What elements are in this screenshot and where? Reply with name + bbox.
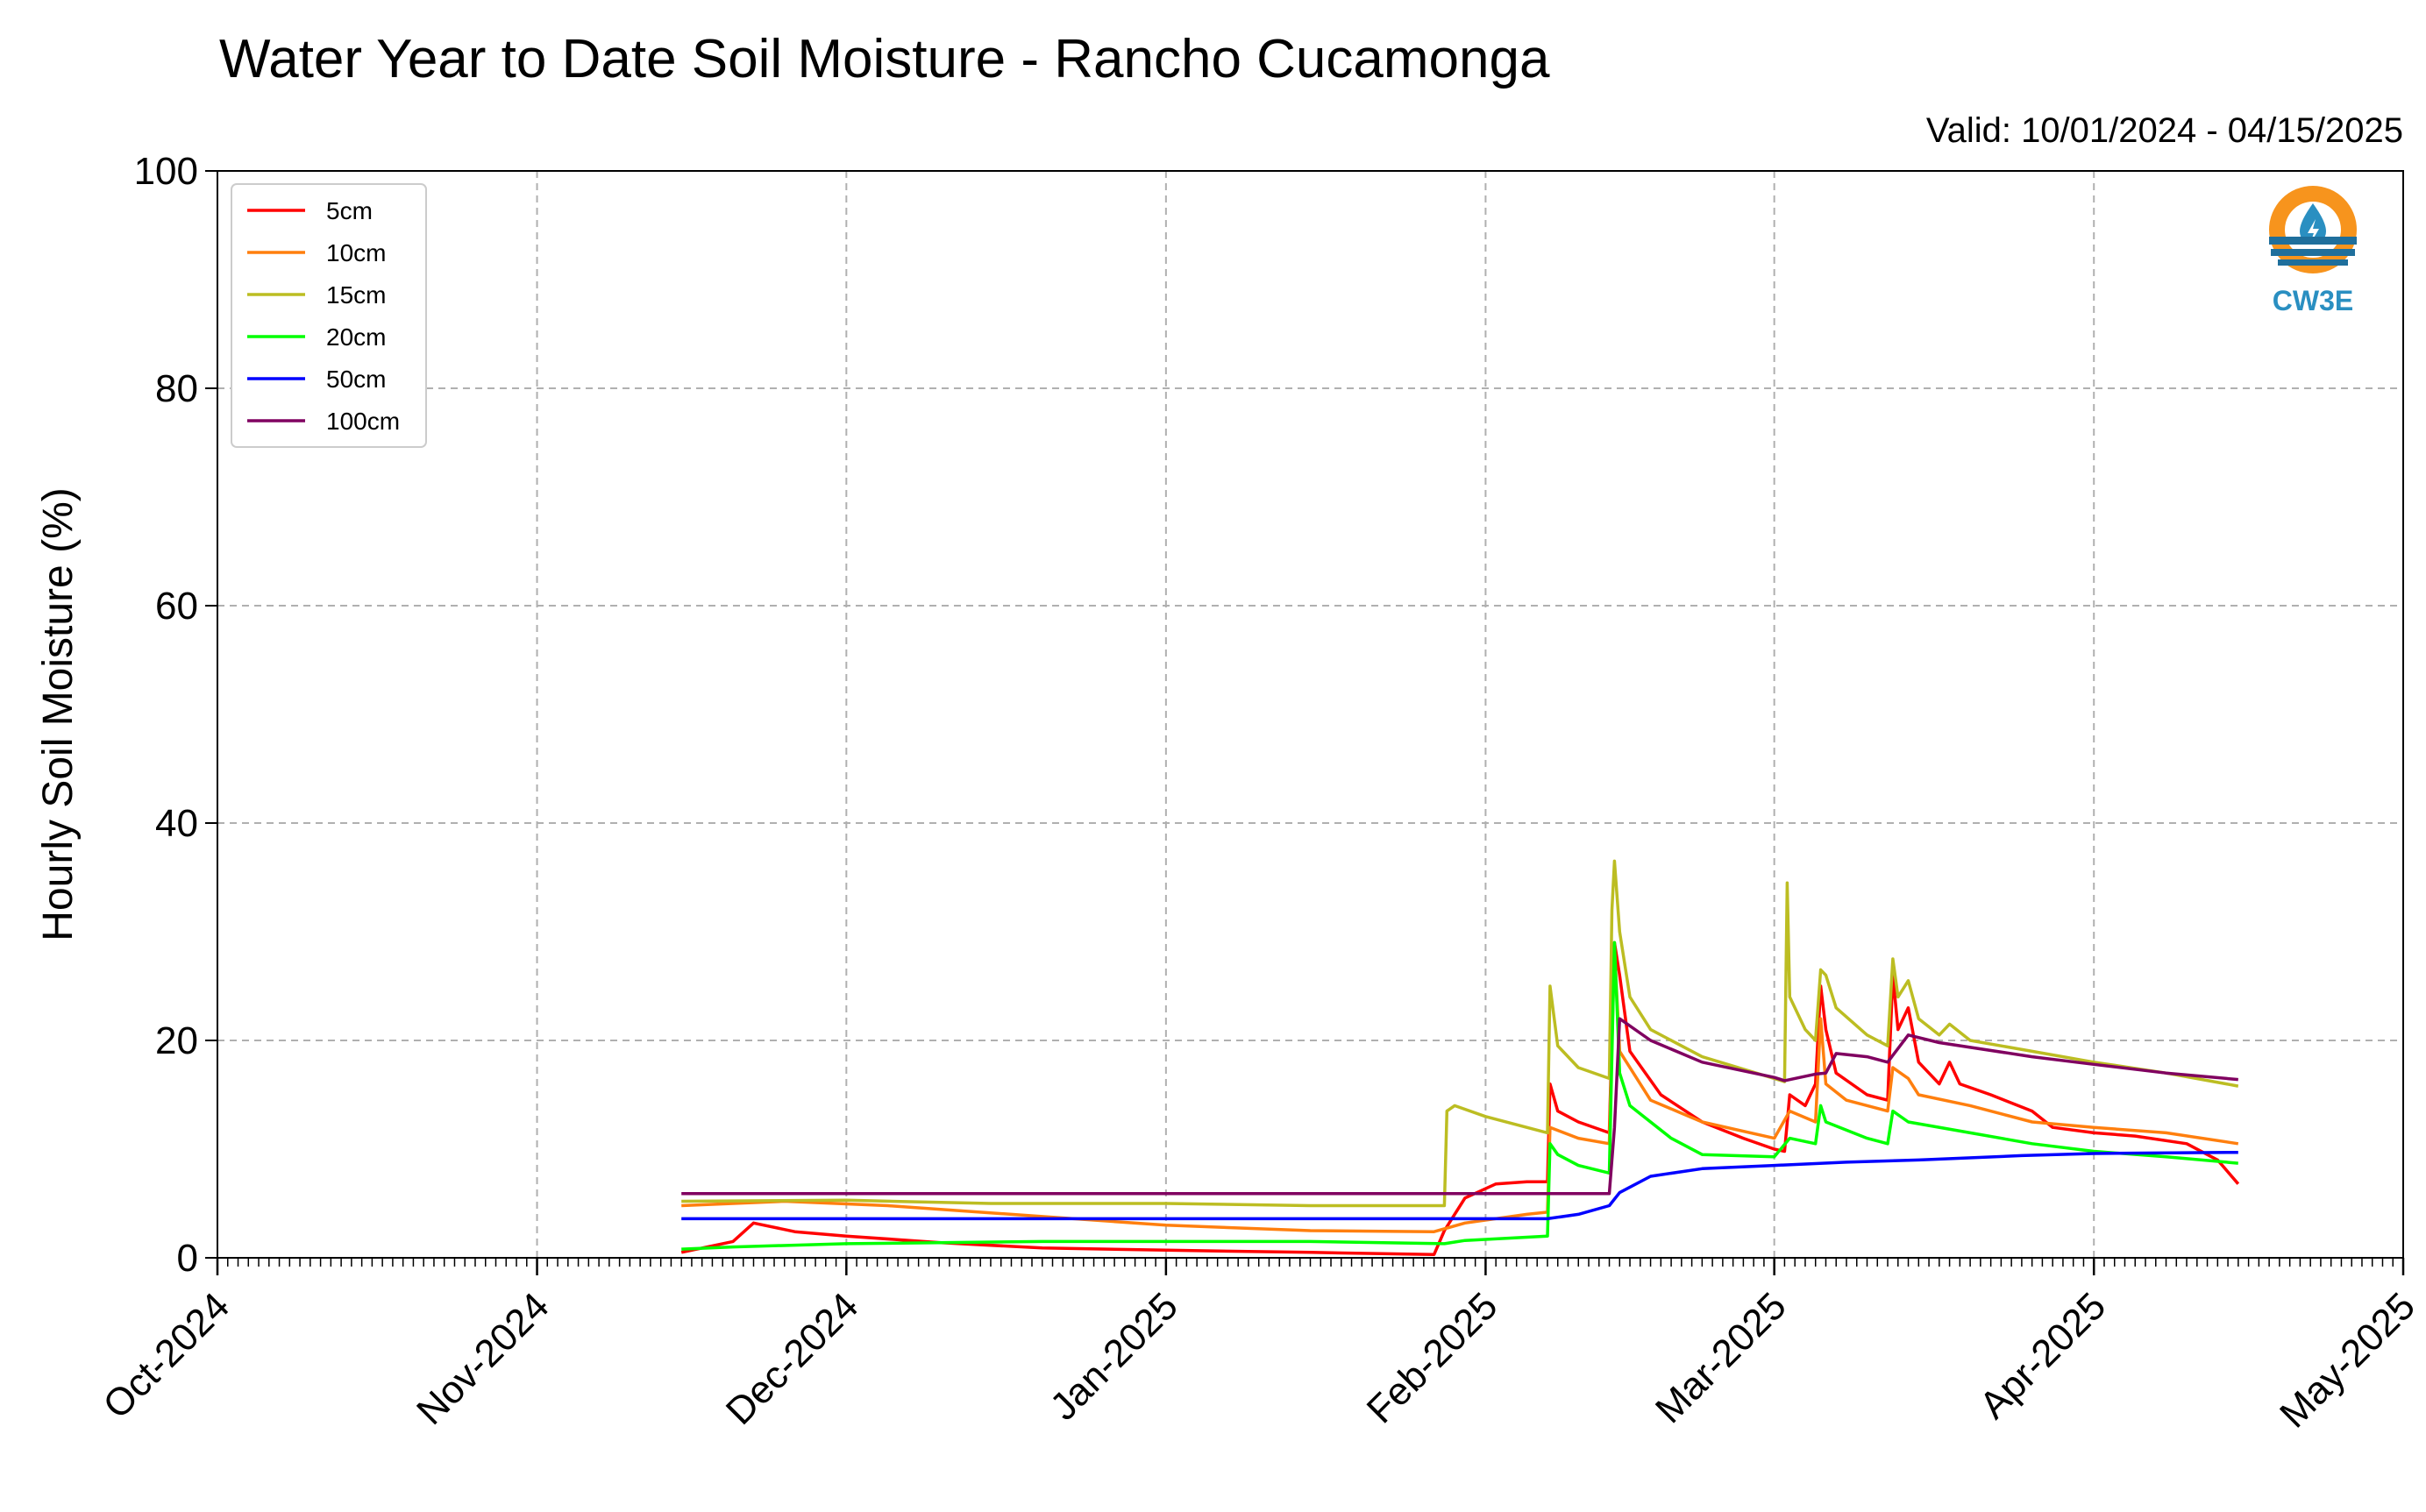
y-tick-label: 60 xyxy=(155,585,198,628)
grid xyxy=(217,171,2403,1258)
x-tick-label: Oct-2024 xyxy=(95,1284,238,1427)
logo-wave-2 xyxy=(2271,249,2355,256)
legend-label-20cm: 20cm xyxy=(326,323,386,351)
y-tick-label: 80 xyxy=(155,367,198,410)
axes: 0 20 40 60 80 100 Oct-2024 Nov-2024 Dec-2024 Jan-… xyxy=(95,150,2423,1436)
chart-title: Water Year to Date Soil Moisture - Ranch… xyxy=(219,29,1550,89)
legend-label-5cm: 5cm xyxy=(326,197,373,224)
legend-label-50cm: 50cm xyxy=(326,366,386,393)
series-line-5cm xyxy=(680,941,2240,1257)
logo-text: CW3E xyxy=(2273,285,2353,316)
x-tick-label: Nov-2024 xyxy=(409,1284,558,1433)
plot-frame xyxy=(217,170,2404,1259)
series-line-20cm xyxy=(681,941,2238,1251)
series-line-15cm xyxy=(681,859,2239,1208)
y-tick-label: 0 xyxy=(177,1237,198,1280)
logo-flame-icon xyxy=(2308,219,2319,245)
series-line-100cm xyxy=(681,1017,2238,1196)
legend-label-10cm: 10cm xyxy=(326,239,386,266)
legend-box xyxy=(231,183,427,448)
y-axis-label: Hourly Soil Moisture (%) xyxy=(35,487,82,941)
chart-subtitle: Valid: 10/01/2024 - 04/15/2025 xyxy=(1926,111,2403,150)
legend: 5cm 10cm 15cm 20cm 50cm 100cm xyxy=(231,183,427,448)
cw3e-logo: CW3E xyxy=(2269,186,2357,316)
logo-wave-1 xyxy=(2269,237,2357,245)
x-tick-label: Dec-2024 xyxy=(718,1284,867,1433)
series-line-10cm xyxy=(681,946,2239,1233)
series-lines xyxy=(680,859,2240,1257)
x-tick-label: Jan-2025 xyxy=(1042,1284,1186,1428)
legend-label-15cm: 15cm xyxy=(326,281,386,309)
legend-label-100cm: 100cm xyxy=(326,408,400,435)
logo-wave-3 xyxy=(2278,259,2348,266)
x-tick-label: Feb-2025 xyxy=(1359,1284,1506,1431)
series-line-50cm xyxy=(681,1150,2238,1221)
x-tick-label: Apr-2025 xyxy=(1972,1284,2115,1427)
y-tick-label: 40 xyxy=(155,802,198,845)
x-tick-label: Mar-2025 xyxy=(1647,1284,1795,1431)
x-tick-label: May-2025 xyxy=(2272,1284,2423,1436)
y-tick-label: 20 xyxy=(155,1019,198,1062)
y-tick-label: 100 xyxy=(134,150,198,193)
